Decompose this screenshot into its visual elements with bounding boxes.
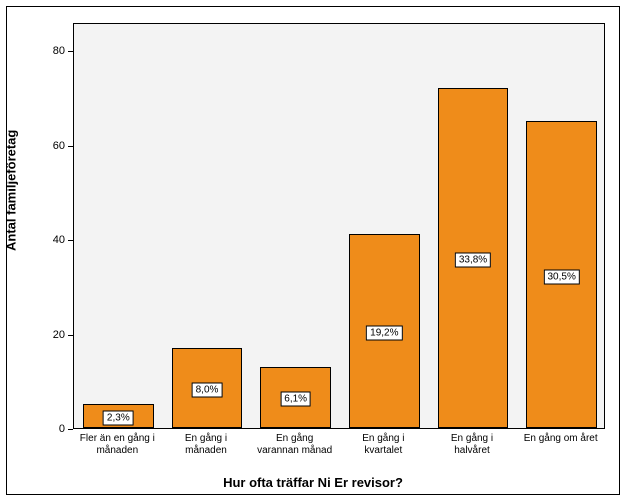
plot-area: 2,3% 8,0% 6,1% 19,2% 33,8% 30,5%: [73, 23, 605, 429]
bar-data-label: 8,0%: [192, 382, 223, 397]
y-tick-mark: [68, 429, 73, 430]
bar-data-label: 30,5%: [543, 269, 579, 284]
x-tick-label: En gång i halvåret: [451, 433, 493, 456]
bar-data-label: 33,8%: [455, 253, 491, 268]
y-tick-label: 80: [53, 45, 65, 57]
x-tick-label: En gång i månaden: [185, 433, 227, 456]
bar-data-label: 19,2%: [366, 326, 402, 341]
y-tick-label: 60: [53, 140, 65, 152]
x-tick-label: En gång varannan månad: [257, 433, 332, 456]
x-tick-label: En gång i kvartalet: [362, 433, 404, 456]
chart-frame: Antal familjeföretag Hur ofta träffar Ni…: [6, 6, 620, 495]
y-tick-mark: [68, 146, 73, 147]
bar-data-label: 2,3%: [103, 411, 134, 426]
x-tick-label: En gång om året: [524, 433, 598, 445]
y-axis-label: Antal familjeföretag: [4, 129, 19, 250]
y-tick-label: 0: [59, 423, 65, 435]
x-axis-label: Hur ofta träffar Ni Er revisor?: [7, 475, 619, 490]
bar-data-label: 6,1%: [280, 392, 311, 407]
y-tick-label: 40: [53, 234, 65, 246]
y-tick-mark: [68, 335, 73, 336]
y-tick-mark: [68, 51, 73, 52]
x-tick-label: Fler än en gång i månaden: [80, 433, 155, 456]
chart-container: Antal familjeföretag Hur ofta träffar Ni…: [0, 0, 626, 501]
y-tick-label: 20: [53, 329, 65, 341]
y-tick-mark: [68, 240, 73, 241]
